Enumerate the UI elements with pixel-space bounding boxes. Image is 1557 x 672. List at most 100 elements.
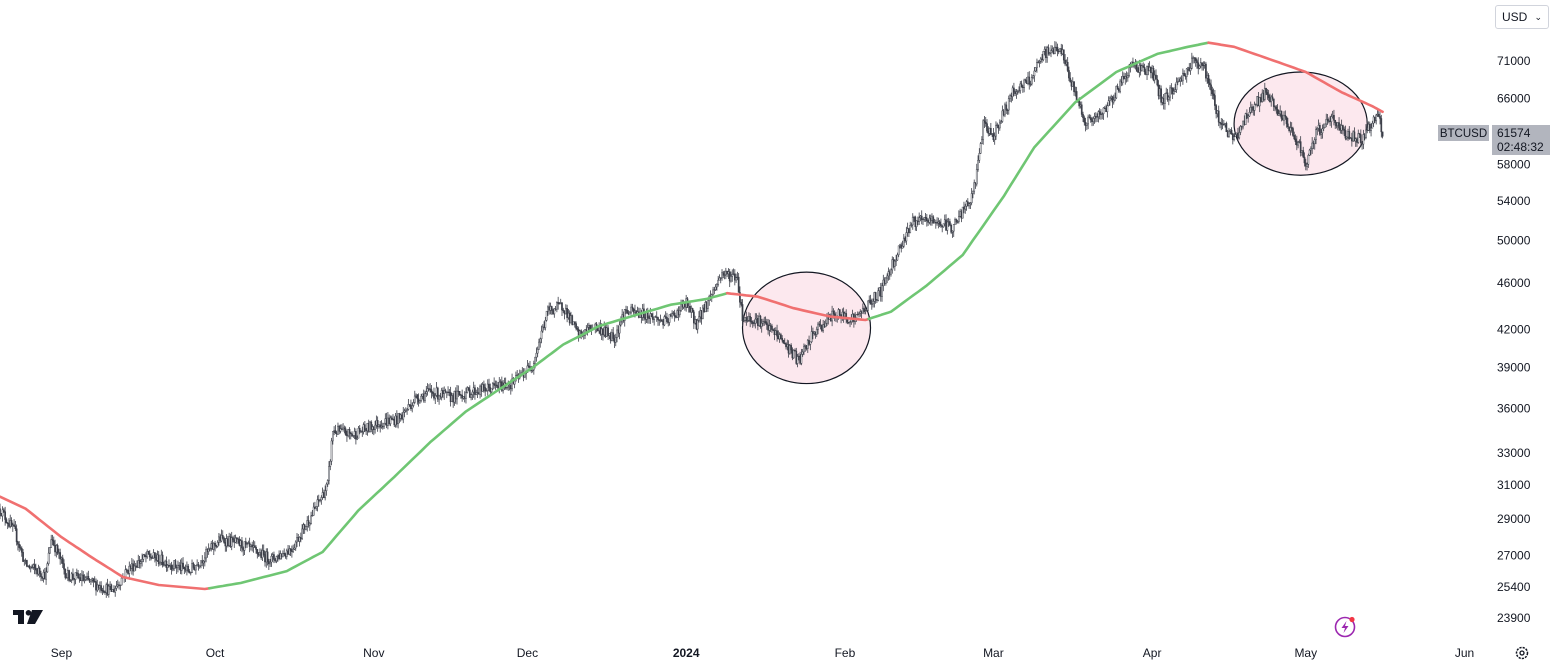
price-candle [488, 378, 490, 392]
price-candle [171, 564, 174, 572]
price-candle [628, 311, 631, 315]
price-candle [14, 520, 17, 531]
price-candle [1115, 85, 1118, 100]
price-candle [325, 482, 328, 496]
price-candle [1141, 63, 1143, 72]
price-candle [370, 420, 373, 433]
price-candle [1102, 107, 1105, 120]
price-candle [1246, 109, 1248, 119]
price-candle [1333, 109, 1335, 126]
price-candle [40, 570, 42, 582]
price-candle [1152, 65, 1155, 82]
price-candle [1056, 43, 1059, 57]
price-candle [232, 535, 234, 543]
price-candle [253, 541, 256, 549]
highlight-circle-2[interactable] [1233, 71, 1368, 176]
price-candle [301, 524, 303, 541]
price-candle [780, 332, 782, 340]
time-axis-tick-label: Mar [983, 646, 1004, 660]
price-candle [114, 585, 117, 597]
price-candle [1083, 115, 1086, 126]
price-candle [18, 541, 21, 552]
price-candle [157, 551, 160, 567]
price-candle [1266, 89, 1269, 100]
price-candle [68, 569, 70, 583]
price-candle [1006, 108, 1009, 115]
price-candle [1276, 104, 1279, 116]
gear-icon[interactable] [1515, 646, 1529, 660]
price-candle [772, 328, 775, 332]
price-candle [1330, 113, 1333, 128]
price-candle [538, 338, 540, 350]
price-candle [858, 311, 860, 318]
price-candle [973, 179, 976, 195]
price-candle [1023, 78, 1025, 93]
price-candle [83, 574, 86, 584]
price-candle [625, 305, 627, 315]
price-candle [1265, 87, 1267, 95]
price-candle [319, 499, 321, 503]
price-candle [293, 543, 296, 551]
price-axis[interactable]: 23900 25400 27000 29000 31000 33000 36000 39000… [1497, 54, 1531, 625]
price-candle [803, 343, 805, 356]
price-candle [915, 220, 918, 231]
price-candle [243, 541, 246, 556]
price-candle [1089, 114, 1092, 123]
price-candle [1306, 162, 1308, 171]
bar-countdown: 02:48:32 [1497, 140, 1544, 154]
price-candle [288, 545, 291, 556]
time-axis[interactable]: Sep Oct Nov Dec 2024 Feb Mar Apr May Jun [51, 646, 1474, 660]
price-candle [1214, 90, 1216, 111]
price-candle [969, 202, 972, 210]
price-candle [275, 555, 278, 564]
price-candle [979, 141, 982, 154]
price-candle [495, 380, 498, 389]
price-candle [1228, 127, 1230, 138]
price-candle [119, 584, 122, 591]
price-candle [925, 214, 928, 227]
price-candle [1352, 130, 1354, 142]
tradingview-logo-icon[interactable] [13, 610, 43, 624]
price-candle [572, 321, 575, 326]
price-candle [1174, 83, 1177, 93]
price-candle [61, 554, 64, 568]
highlight-circle-1[interactable] [741, 271, 872, 385]
price-candle [20, 546, 23, 557]
price-candle [216, 540, 219, 548]
price-candle [1358, 132, 1361, 139]
price-candle [631, 303, 634, 312]
price-candle [946, 218, 949, 235]
price-candle [982, 119, 985, 145]
price-candle [801, 348, 804, 357]
price-candle [765, 318, 768, 330]
price-candle [978, 148, 981, 163]
price-candle [1197, 57, 1200, 75]
price-candle [818, 320, 821, 328]
price-candle [374, 420, 376, 434]
price-candle [1109, 96, 1111, 106]
price-candle [230, 531, 233, 551]
price-candle [269, 558, 271, 567]
price-candle [955, 218, 958, 225]
price-candle [1201, 62, 1203, 71]
price-candle [531, 369, 534, 373]
currency-select[interactable]: USD ⌄ [1495, 5, 1549, 29]
price-candle [762, 318, 764, 327]
price-candle [195, 565, 197, 575]
price-candle [1182, 68, 1184, 85]
price-candle [474, 384, 476, 400]
price-candle [951, 230, 954, 238]
price-candle [189, 572, 192, 576]
price-candle [1278, 109, 1280, 117]
price-candle [1297, 140, 1299, 149]
price-candle [100, 581, 102, 594]
price-candle [151, 555, 154, 559]
price-candle [221, 530, 224, 540]
price-candle [349, 431, 352, 440]
price-candle [390, 415, 393, 421]
lightning-replay-icon[interactable] [1334, 616, 1356, 638]
price-candle [352, 435, 355, 438]
price-axis-tick-label: 29000 [1497, 512, 1531, 526]
price-candle [1024, 78, 1027, 83]
